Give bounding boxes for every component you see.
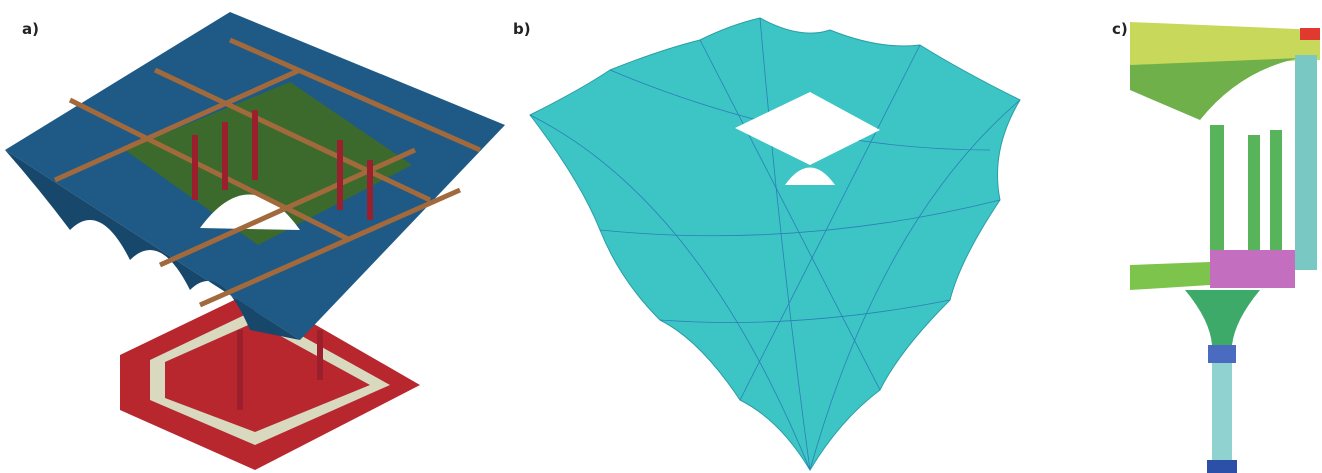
capital	[1185, 290, 1260, 345]
panel-c: c)	[1112, 20, 1320, 473]
panel-label: b)	[513, 20, 531, 38]
shaft	[1212, 363, 1232, 461]
vault	[529, 17, 1021, 471]
wall	[1295, 55, 1317, 270]
arch-opening	[785, 167, 835, 185]
panel-label: a)	[22, 20, 39, 38]
courtyard	[125, 82, 412, 245]
base	[1207, 460, 1237, 473]
opening	[735, 92, 880, 165]
columns	[1210, 125, 1282, 265]
panel-label: c)	[1112, 20, 1128, 38]
columns	[192, 110, 373, 410]
panel-a: a)	[5, 12, 505, 470]
top-beam	[1130, 22, 1320, 65]
lower-slab	[1130, 262, 1210, 290]
panel-b: b)	[513, 17, 1021, 471]
corner	[1300, 28, 1320, 40]
collar	[1208, 345, 1236, 363]
vault-section	[1130, 58, 1300, 120]
opening	[200, 194, 300, 230]
base-core	[165, 322, 370, 432]
block	[1210, 250, 1295, 288]
